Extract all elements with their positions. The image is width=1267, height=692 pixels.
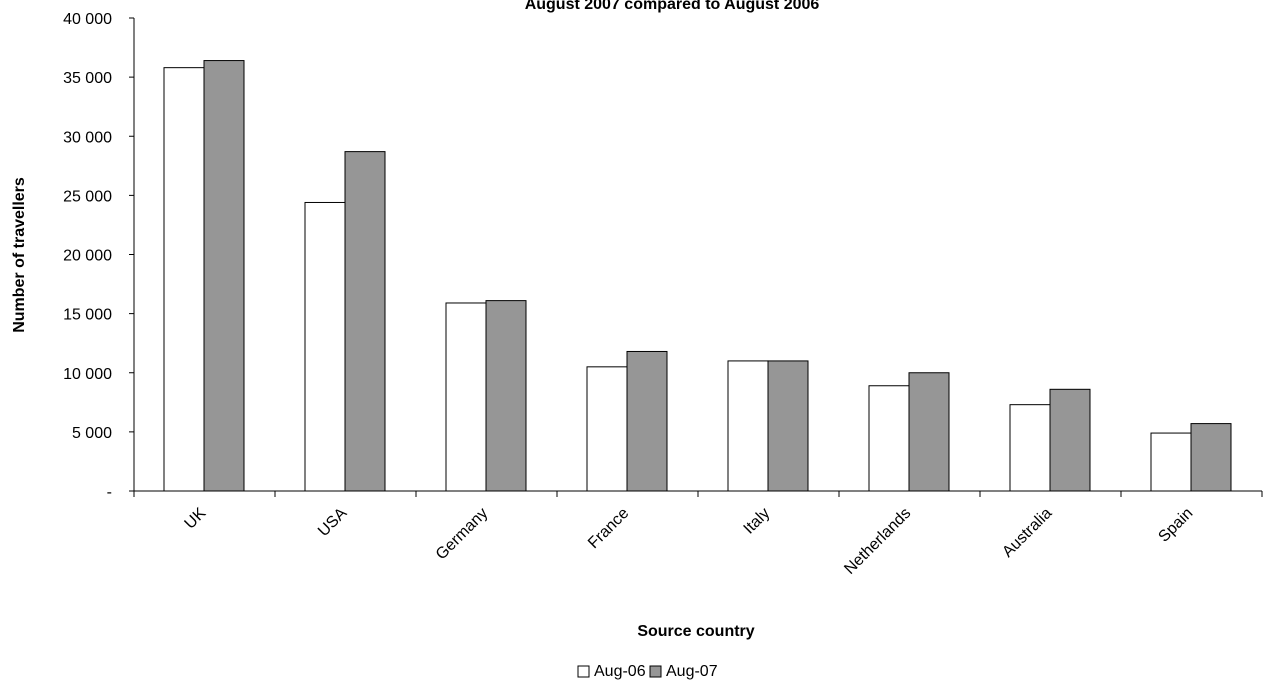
y-tick-label: 25 000: [63, 188, 112, 205]
x-axis: UK USA Germany France Italy Netherlands Austra…: [133, 490, 1263, 578]
x-axis-title: Source country: [637, 623, 754, 640]
x-tick-label: Italy: [741, 505, 774, 538]
bar-aug-06-uk: [163, 67, 205, 492]
bar-aug-06-netherlands: [868, 385, 910, 492]
bar-aug-07-australia: [1049, 388, 1091, 492]
y-tick-label: 10 000: [63, 366, 112, 383]
y-tick-label: 15 000: [63, 307, 112, 324]
x-tick-label: UK: [182, 505, 210, 533]
y-tick-label: 35 000: [63, 70, 112, 87]
bar-aug-07-netherlands: [908, 372, 950, 492]
x-tick-label: Australia: [999, 505, 1055, 561]
bar-aug-06-italy: [727, 360, 769, 492]
y-tick-label: -: [107, 484, 112, 501]
x-tick-label: France: [585, 505, 632, 552]
legend-label-aug-06: Aug-06: [594, 663, 646, 680]
bars: [163, 60, 1232, 492]
bar-aug-07-spain: [1190, 423, 1232, 492]
y-tick-label: 30 000: [63, 129, 112, 146]
x-tick-label: Spain: [1155, 505, 1196, 546]
legend-swatch-aug-07: [649, 665, 662, 678]
bar-aug-07-germany: [485, 300, 527, 492]
bar-aug-07-usa: [344, 151, 386, 492]
bar-aug-07-italy: [767, 360, 809, 492]
y-axis-title: Number of travellers: [11, 177, 28, 333]
bar-aug-06-france: [586, 366, 628, 492]
legend: Aug-06 Aug-07: [577, 663, 718, 680]
x-tick-label: Netherlands: [841, 505, 914, 578]
legend-label-aug-07: Aug-07: [666, 663, 718, 680]
x-tick-label: USA: [315, 505, 351, 541]
bar-aug-06-spain: [1150, 432, 1192, 492]
y-tick-label: 20 000: [63, 248, 112, 265]
x-tick-label: Germany: [433, 505, 492, 564]
bar-aug-06-usa: [304, 201, 346, 492]
legend-swatch-aug-06: [577, 665, 590, 678]
bar-aug-07-uk: [203, 60, 245, 492]
y-tick-label: 40 000: [63, 11, 112, 28]
y-axis: - 5 000 10 000 15 000 20 000 25 000 30 000 35 0…: [63, 11, 135, 501]
y-tick-label: 5 000: [72, 425, 112, 442]
bar-aug-06-germany: [445, 302, 487, 492]
chart-title: August 2007 compared to August 2006: [525, 0, 820, 13]
bar-aug-07-france: [626, 350, 668, 492]
bar-aug-06-australia: [1009, 404, 1051, 492]
